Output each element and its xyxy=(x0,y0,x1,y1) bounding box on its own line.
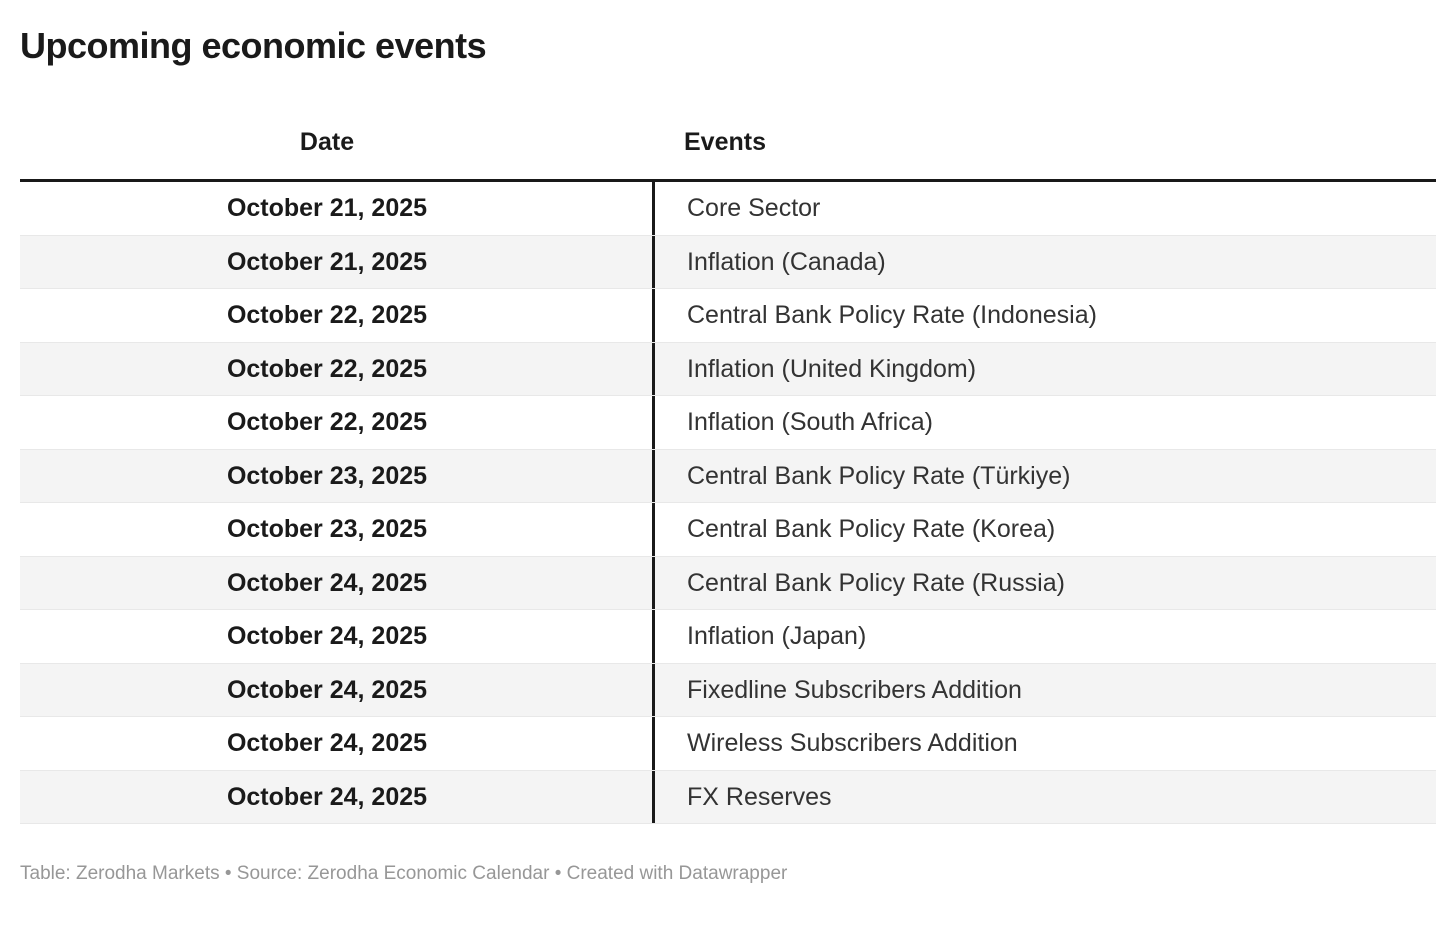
date-cell: October 24, 2025 xyxy=(226,568,428,597)
column-header-date: Date xyxy=(299,128,355,156)
date-cell: October 22, 2025 xyxy=(226,408,428,437)
date-cell: October 21, 2025 xyxy=(226,194,428,223)
date-cell: October 22, 2025 xyxy=(226,301,428,330)
table-row: October 24, 2025 Inflation (Japan) xyxy=(20,610,1436,664)
event-cell: Inflation (South Africa) xyxy=(652,396,1436,449)
date-cell: October 23, 2025 xyxy=(226,515,428,544)
table-body: October 21, 2025 Core Sector October 21, 2… xyxy=(20,182,1436,824)
event-cell: Inflation (Canada) xyxy=(652,235,1436,288)
event-cell: Central Bank Policy Rate (Indonesia) xyxy=(652,289,1436,342)
table-row: October 22, 2025 Central Bank Policy Rate… xyxy=(20,289,1436,343)
table-row: October 22, 2025 Inflation (United Kingdo… xyxy=(20,342,1436,396)
event-cell: FX Reserves xyxy=(652,770,1436,823)
table-footer-attribution: Table: Zerodha Markets • Source: Zerodha… xyxy=(20,863,788,884)
table-row: October 23, 2025 Central Bank Policy Rate… xyxy=(20,503,1436,557)
table-row: October 21, 2025 Core Sector xyxy=(20,182,1436,236)
event-cell: Core Sector xyxy=(652,182,1436,235)
page-title: Upcoming economic events xyxy=(20,25,487,66)
events-table: Date Events October 21, 2025 Core Sector O… xyxy=(20,127,1436,824)
event-cell: Central Bank Policy Rate (Türkiye) xyxy=(652,449,1436,502)
table-row: October 24, 2025 Wireless Subscribers Add… xyxy=(20,717,1436,771)
chart-container: Upcoming economic events Date Events Oct… xyxy=(0,27,1456,886)
table-row: October 22, 2025 Inflation (South Africa) xyxy=(20,396,1436,450)
table-row: October 24, 2025 FX Reserves xyxy=(20,770,1436,824)
event-cell: Fixedline Subscribers Addition xyxy=(652,663,1436,716)
date-cell: October 22, 2025 xyxy=(226,354,428,383)
event-cell: Central Bank Policy Rate (Russia) xyxy=(652,556,1436,609)
event-cell: Wireless Subscribers Addition xyxy=(652,717,1436,770)
table-header-row: Date Events xyxy=(20,127,1436,182)
date-cell: October 24, 2025 xyxy=(226,729,428,758)
column-header-events: Events xyxy=(684,128,766,156)
date-cell: October 24, 2025 xyxy=(226,782,428,811)
date-cell: October 21, 2025 xyxy=(226,247,428,276)
event-cell: Inflation (United Kingdom) xyxy=(652,342,1436,395)
date-cell: October 24, 2025 xyxy=(226,622,428,651)
table-row: October 21, 2025 Inflation (Canada) xyxy=(20,235,1436,289)
table-row: October 23, 2025 Central Bank Policy Rate… xyxy=(20,449,1436,503)
table-row: October 24, 2025 Central Bank Policy Rate… xyxy=(20,556,1436,610)
table-row: October 24, 2025 Fixedline Subscribers Ad… xyxy=(20,663,1436,717)
event-cell: Central Bank Policy Rate (Korea) xyxy=(652,503,1436,556)
date-cell: October 24, 2025 xyxy=(226,675,428,704)
date-cell: October 23, 2025 xyxy=(226,461,428,490)
event-cell: Inflation (Japan) xyxy=(652,610,1436,663)
